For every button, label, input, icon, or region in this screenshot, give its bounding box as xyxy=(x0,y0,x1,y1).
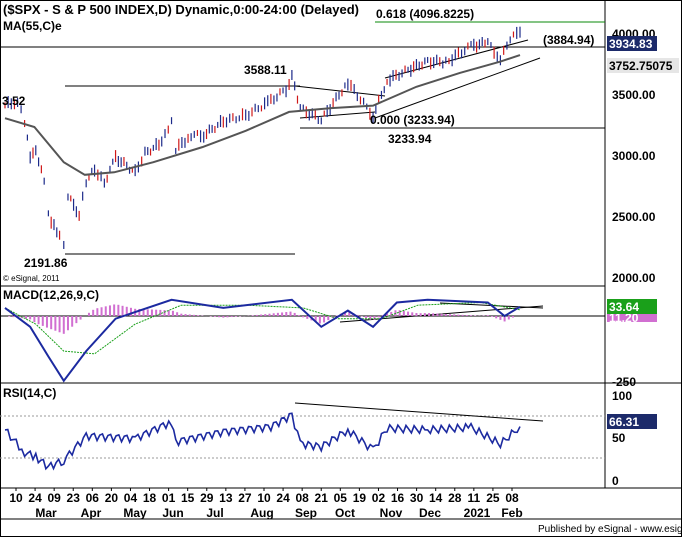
watermark: © eSignal, 2011 xyxy=(3,274,60,283)
fib-label: 0.618 (4096.8225) xyxy=(376,7,474,21)
x-day-label: 14 xyxy=(429,491,443,505)
left-value-label: 3.52 xyxy=(2,94,26,108)
rsi-ytick: 0 xyxy=(612,474,619,488)
x-day-label: 01 xyxy=(162,491,176,505)
x-day-label: 27 xyxy=(238,491,252,505)
ytick: 3500.00 xyxy=(612,88,656,102)
x-day-label: 08 xyxy=(505,491,519,505)
macd-badge-text: 33.64 xyxy=(609,300,639,314)
fib-zero-label: 0.000 (3233.94) xyxy=(370,113,455,127)
channel-lower xyxy=(374,57,541,119)
rsi-trendline xyxy=(294,402,544,422)
x-month-label: Sep xyxy=(295,506,317,520)
macd-badge xyxy=(607,299,657,314)
price-badge-ma xyxy=(607,58,679,73)
price-badge-ma-text: 3752.75075 xyxy=(609,59,673,73)
x-month-label: Nov xyxy=(380,506,403,520)
x-month-label: Aug xyxy=(250,506,273,520)
rsi-line xyxy=(4,412,521,471)
x-day-label: 19 xyxy=(353,491,367,505)
x-day-label: 09 xyxy=(47,491,61,505)
x-month-label: Dec xyxy=(419,506,441,520)
trendline-1 xyxy=(294,85,386,97)
rsi-label: RSI(14,C) xyxy=(3,386,56,400)
macd-series xyxy=(4,298,521,383)
rsi-series xyxy=(4,412,521,471)
x-day-label: 05 xyxy=(334,491,348,505)
x-day-label: 04 xyxy=(124,491,138,505)
ma-label: MA(55,C)e xyxy=(3,19,62,33)
price-pane: 4000.00 3500.00 3000.00 2500.00 2000.00 … xyxy=(0,2,679,285)
x-month-label: Mar xyxy=(35,506,57,520)
rsi-badge-text: 66.31 xyxy=(609,415,639,429)
ytick: 3000.00 xyxy=(612,149,656,163)
x-day-label: 23 xyxy=(67,491,81,505)
x-month-label: Feb xyxy=(501,506,522,520)
price-series xyxy=(4,26,521,249)
x-day-label: 10 xyxy=(9,491,23,505)
macd-ytick: -250 xyxy=(612,375,636,389)
x-day-label: 11 xyxy=(468,491,481,505)
x-month-label: Jul xyxy=(206,506,223,520)
rsi-ytick: 100 xyxy=(612,389,632,403)
price-badge-last-text: 3934.83 xyxy=(609,37,653,51)
x-day-label: 30 xyxy=(410,491,424,505)
x-day-label: 18 xyxy=(143,491,157,505)
x-day-label: 20 xyxy=(105,491,119,505)
x-axis: 10 24 09 23 06 20 04 18 01 15 29 13 27 10 24 08 21 05 19 02… xyxy=(9,488,523,520)
x-day-label: 02 xyxy=(372,491,386,505)
x-month-label: Apr xyxy=(81,506,102,520)
x-day-label: 21 xyxy=(315,491,329,505)
crash-low-label: 2191.86 xyxy=(24,256,68,270)
x-day-label: 24 xyxy=(28,491,42,505)
low-line-label: 3233.94 xyxy=(388,132,432,146)
rsi-pane: RSI(14,C) 100 50 0 66.31 xyxy=(0,386,657,488)
macd-label: MACD(12,26,9,C) xyxy=(3,288,99,302)
x-day-label: 24 xyxy=(276,491,290,505)
macd-signal-badge xyxy=(607,312,657,322)
x-day-label: 06 xyxy=(86,491,100,505)
rsi-ytick: 50 xyxy=(612,431,626,445)
x-day-label: 15 xyxy=(181,491,195,505)
x-day-label: 13 xyxy=(219,491,233,505)
x-day-label: 08 xyxy=(295,491,309,505)
x-month-label: May xyxy=(123,506,147,520)
macd-line xyxy=(4,298,521,383)
x-day-label: 29 xyxy=(200,491,214,505)
price-badge-last xyxy=(607,36,657,51)
ytick: 2500.00 xyxy=(612,210,656,224)
rsi-badge xyxy=(607,414,657,429)
x-month-label: Jun xyxy=(162,506,183,520)
macd-pane: MACD(12,26,9,C) -250 11.20 33.64 xyxy=(0,288,657,389)
footer-credit: Published by eSignal - www.esignal.com xyxy=(538,524,682,535)
x-month-label: Oct xyxy=(335,506,355,520)
target-label: (3884.94) xyxy=(543,33,594,47)
x-month-label: 2021 xyxy=(464,506,491,520)
x-day-label: 16 xyxy=(391,491,405,505)
high-label: 3588.11 xyxy=(244,63,287,77)
macd-signal-badge-text: 11.20 xyxy=(609,311,639,325)
x-day-label: 10 xyxy=(257,491,271,505)
chart-title: ($SPX - S & P 500 INDEX,D) Dynamic,0:00-… xyxy=(3,2,359,17)
x-day-label: 28 xyxy=(448,491,462,505)
x-day-label: 25 xyxy=(486,491,500,505)
ytick: 2000.00 xyxy=(612,271,656,285)
ma55-line xyxy=(4,54,521,176)
